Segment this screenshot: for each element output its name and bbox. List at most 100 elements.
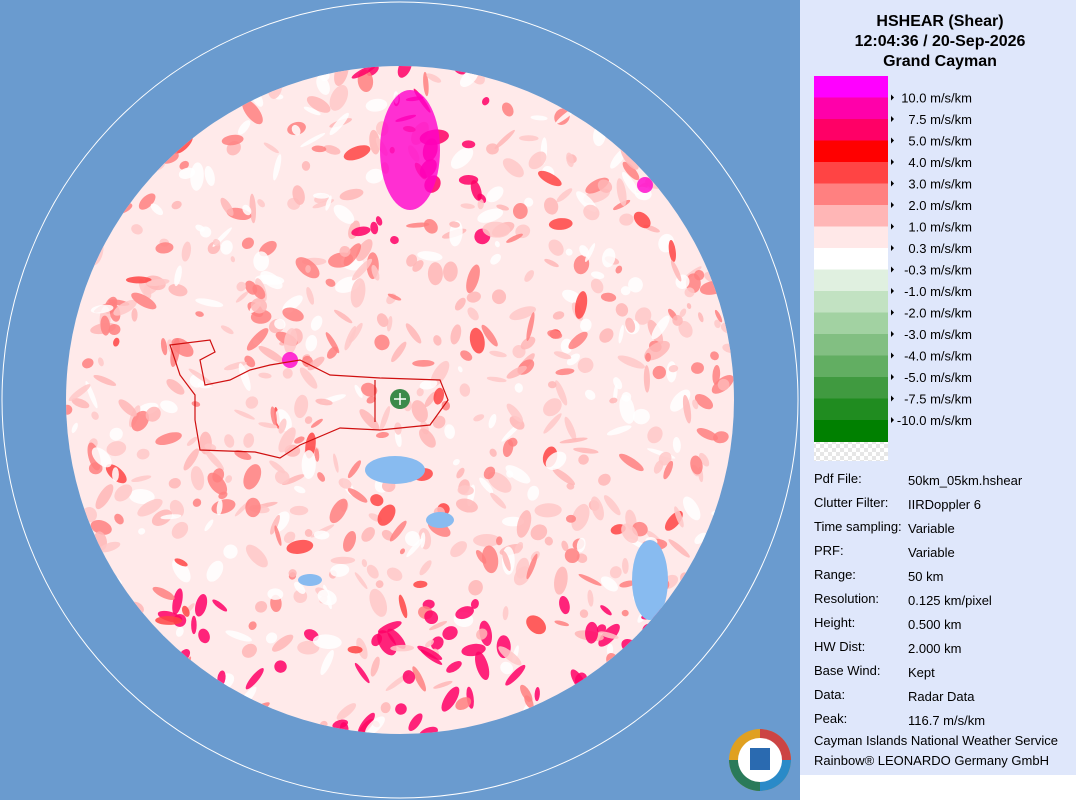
echo-patch (509, 306, 537, 321)
echo-patch (489, 350, 507, 358)
legend-tick (891, 417, 894, 423)
echo-patch (686, 303, 692, 309)
echo-patch (100, 315, 111, 336)
echo-patch (145, 406, 161, 422)
legend-tick (891, 395, 894, 402)
echo-patch (645, 352, 651, 362)
echo-patch (312, 634, 342, 649)
echo-patch (146, 278, 170, 286)
legend-tick (891, 137, 894, 144)
echo-patch (651, 315, 670, 340)
legend-label: 0.3 m/s/km (908, 241, 972, 256)
echo-patch (427, 262, 443, 286)
echo-patch (113, 299, 137, 316)
echo-patch (433, 387, 445, 405)
echo-patch (305, 334, 318, 352)
echo-patch (292, 185, 305, 205)
echo-patch (175, 626, 184, 637)
echo-patch (668, 365, 679, 373)
echo-patch (598, 473, 611, 486)
info-label: Range: (814, 567, 856, 582)
echo-patch (450, 147, 474, 169)
echo-patch (554, 566, 568, 595)
echo-patch (670, 260, 682, 282)
info-value: 116.7 m/s/km (908, 713, 985, 728)
legend-swatch (814, 205, 888, 227)
echo-patch (461, 643, 486, 657)
echo-patch (288, 569, 297, 578)
echo-patch (361, 559, 368, 568)
legend-swatch (814, 140, 888, 163)
legend-tick (891, 245, 894, 251)
legend-label: -3.0 m/s/km (904, 327, 972, 342)
echo-patch (668, 539, 690, 558)
legend-swatch (814, 398, 888, 421)
legend-label: 1.0 m/s/km (908, 220, 972, 235)
echo-patch (578, 454, 589, 465)
echo-patch (554, 620, 569, 627)
echo-patch (553, 351, 572, 360)
echo-patch (359, 409, 380, 431)
echo-patch (325, 195, 332, 211)
echo-patch (150, 203, 164, 216)
echo-patch (449, 221, 460, 228)
echo-patch (370, 656, 380, 677)
echo-patch (526, 553, 538, 580)
echo-patch (307, 356, 325, 371)
echo-patch (235, 291, 249, 303)
echo-patch (413, 580, 428, 589)
legend-swatch (814, 226, 888, 249)
echo-patch (245, 396, 259, 409)
echo-patch (315, 398, 333, 406)
echo-patch (679, 308, 687, 318)
echo-patch (476, 628, 488, 640)
echo-patch (691, 362, 704, 374)
echo-patch (375, 580, 384, 588)
info-value: 50 km (908, 569, 943, 584)
echo-patch (339, 246, 351, 257)
echo-patch (585, 243, 596, 262)
echo-patch (131, 308, 138, 322)
echo-patch (694, 269, 705, 281)
echo-patch (590, 496, 604, 521)
echo-patch (590, 278, 604, 294)
echo-patch (90, 520, 112, 535)
echo-patch (643, 365, 650, 393)
echo-patch (260, 271, 283, 290)
echo-patch (606, 425, 632, 436)
echo-patch (419, 428, 436, 448)
echo-patch (329, 85, 349, 111)
echo-patch (114, 484, 133, 502)
echo-patch (450, 324, 462, 345)
echo-patch (621, 171, 639, 196)
echo-patch (390, 236, 399, 245)
echo-patch (621, 523, 639, 543)
echo-patch (257, 199, 265, 208)
echo-patch (241, 237, 254, 250)
legend-swatch (814, 355, 888, 378)
echo-patch (577, 357, 594, 373)
echo-patch (138, 279, 152, 299)
legend-swatch (814, 162, 888, 184)
echo-patch (512, 203, 528, 220)
echo-patch (694, 394, 714, 410)
echo-patch (195, 311, 204, 317)
echo-patch (552, 311, 565, 320)
echo-patch (443, 261, 458, 282)
echo-patch (615, 303, 629, 317)
echo-patch (566, 353, 580, 366)
echo-patch (412, 260, 424, 272)
echo-patch (390, 644, 415, 652)
echo-patch (106, 441, 127, 457)
echo-patch (565, 248, 573, 256)
echo-patch (274, 660, 287, 673)
echo-patch (303, 106, 321, 116)
echo-patch (334, 309, 353, 324)
info-label: HW Dist: (814, 639, 865, 654)
echo-patch (234, 409, 255, 420)
echo-patch (560, 338, 573, 354)
echo-patch (377, 621, 402, 634)
info-value: Kept (908, 665, 935, 680)
echo-patch (129, 489, 155, 505)
echo-patch (444, 424, 455, 439)
